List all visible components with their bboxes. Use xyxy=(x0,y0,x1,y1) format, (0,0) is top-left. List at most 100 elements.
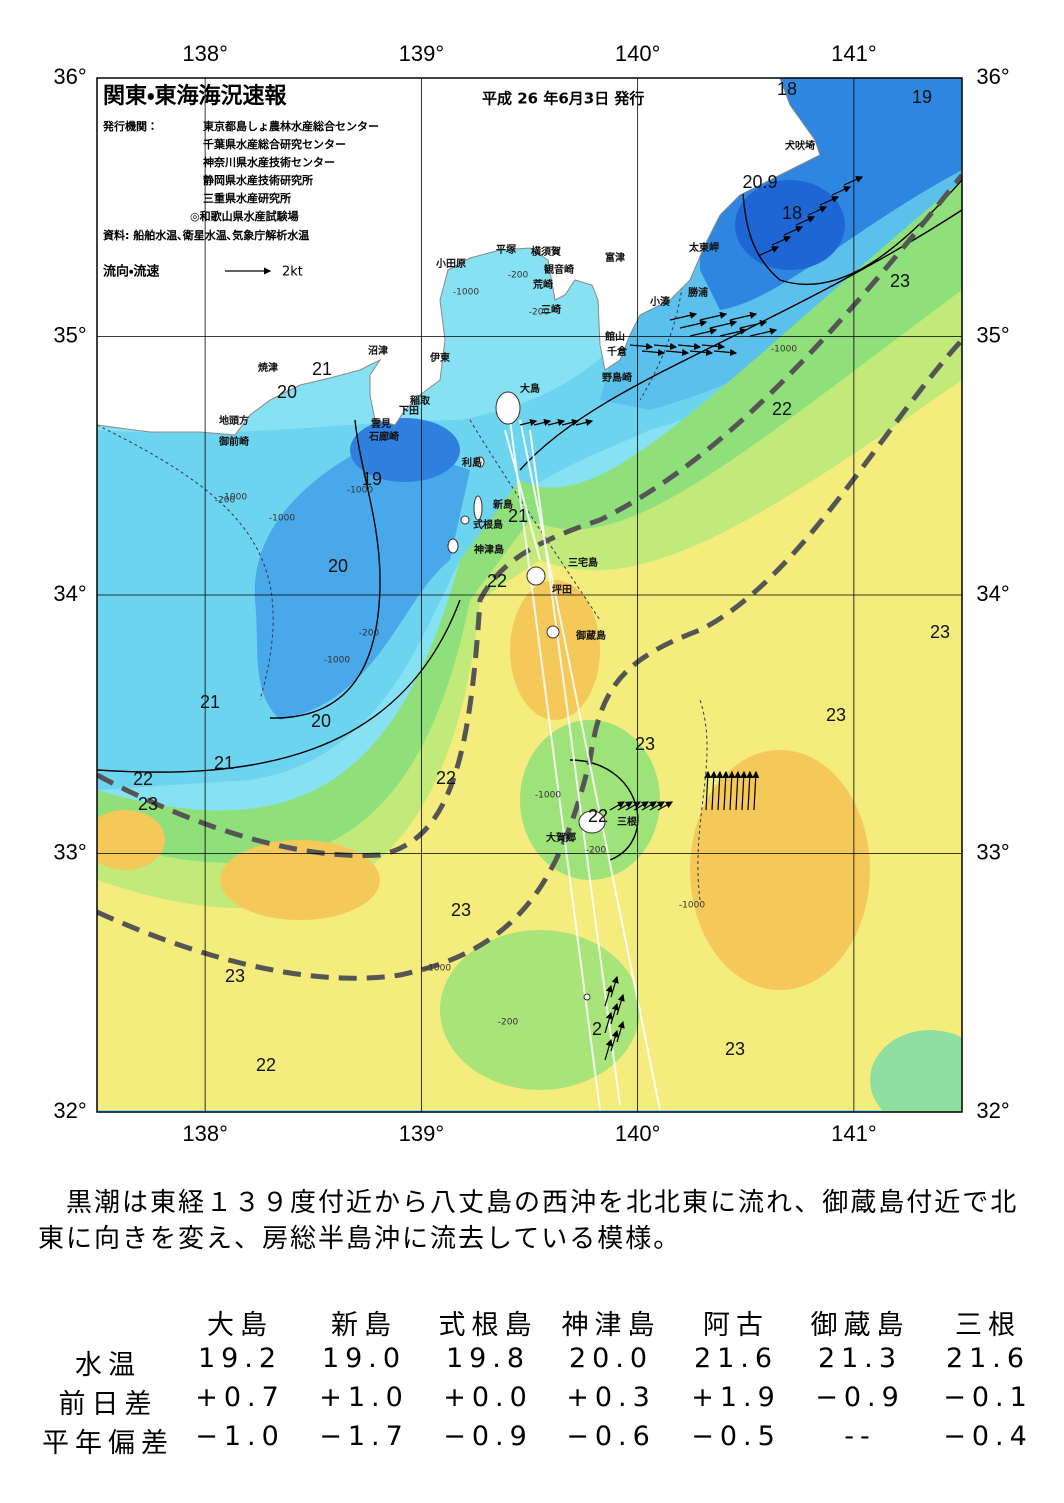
place-name: 荒崎 xyxy=(532,278,553,291)
place-name: 利島 xyxy=(462,456,482,469)
current-arrow xyxy=(604,984,613,1007)
table-cell: -- xyxy=(844,1421,876,1452)
lat-tick-label: 34° xyxy=(53,581,86,606)
lon-tick-label: 138° xyxy=(182,41,228,66)
data-source: 資料: 船舶水温､衛星水温､気象庁解析水温 xyxy=(103,228,309,242)
column-header: 御蔵島 xyxy=(810,1310,910,1341)
current-arrow xyxy=(561,418,580,426)
depth-label: -200 xyxy=(359,629,380,639)
current-arrow xyxy=(604,1011,613,1034)
table-cell: −0.6 xyxy=(566,1421,656,1452)
temperature-label: 23 xyxy=(725,1039,745,1059)
table-cell: −1.7 xyxy=(319,1421,409,1452)
table-cell: +0.3 xyxy=(566,1382,656,1413)
place-name: 稲取 xyxy=(410,394,431,407)
temperature-label: 22 xyxy=(256,1055,276,1075)
lon-tick-label: 141° xyxy=(831,1121,877,1146)
place-name: 坪田 xyxy=(552,583,572,596)
current-arrow xyxy=(616,1020,625,1043)
place-name: 沼津 xyxy=(368,344,388,357)
current-arrow xyxy=(641,801,658,811)
place-name: 三崎 xyxy=(541,303,561,316)
current-arrow xyxy=(752,770,760,811)
publisher: 千葉県水産総合研究センター xyxy=(203,137,346,151)
current-arrow xyxy=(653,342,678,351)
depth-label: -200 xyxy=(586,846,607,856)
column-header: 式根島 xyxy=(438,1310,538,1341)
temperature-label: 19 xyxy=(912,87,932,107)
table-cell: 21.6 xyxy=(945,1343,1031,1374)
table-cell: −0.9 xyxy=(443,1421,533,1452)
table-cell: +0.0 xyxy=(443,1382,533,1413)
place-name: 焼津 xyxy=(258,361,278,374)
temperature-label: 23 xyxy=(138,794,158,814)
place-name: 式根島 xyxy=(473,518,503,531)
place-name: 千倉 xyxy=(607,345,628,358)
summary: 黒潮は東経１３９度付近から八丈島の西沖を北北東に流れ、御蔵島付近で北東に向きを変… xyxy=(38,1188,1019,1254)
current-arrow xyxy=(617,801,634,811)
temperature-label: 19 xyxy=(362,469,382,489)
current-arrow xyxy=(604,1038,613,1061)
current-arrow xyxy=(699,311,728,321)
depth-label: -1000 xyxy=(679,901,705,911)
place-name: 館山 xyxy=(604,330,625,343)
place-name: 雲見 xyxy=(371,418,391,430)
column-header: 大島 xyxy=(207,1310,273,1341)
place-name: 平塚 xyxy=(496,243,517,256)
place-name: 三根 xyxy=(617,815,638,828)
table-cell: +1.9 xyxy=(691,1382,781,1413)
current-arrow xyxy=(722,770,730,811)
place-name: 小田原 xyxy=(435,257,466,270)
place-name: 石廊崎 xyxy=(368,430,399,443)
current-arrow xyxy=(759,246,780,256)
table-cell: 19.2 xyxy=(197,1343,283,1374)
current-arrow xyxy=(575,418,594,426)
table-cell: −1.0 xyxy=(195,1421,285,1452)
current-arrow xyxy=(719,327,748,337)
current-arrow xyxy=(669,311,698,321)
current-arrow xyxy=(649,801,666,811)
issue-date: 平成 26 年6月3日 発行 xyxy=(482,90,644,108)
current-arrow xyxy=(609,801,626,811)
column-header: 新島 xyxy=(331,1310,397,1341)
current-arrow xyxy=(734,770,742,811)
row-label: 水温 xyxy=(75,1350,141,1381)
depth-label: -200 xyxy=(215,496,236,506)
place-name: 野島崎 xyxy=(602,371,632,384)
temperature-label: 23 xyxy=(826,705,846,725)
current-arrow xyxy=(616,993,625,1016)
depth-label: -1000 xyxy=(221,493,247,503)
place-name: 三宅島 xyxy=(568,556,598,569)
observation-table: 大島 新島 式根島 神津島 阿古 御蔵島 三根 水温 19.2 19.0 19.8 20.0 21.6 2… xyxy=(0,1295,1064,1495)
current-arrow xyxy=(739,319,768,329)
table-cell: −0.1 xyxy=(943,1382,1033,1413)
current-arrow xyxy=(677,342,702,351)
table-cell: −0.4 xyxy=(943,1421,1033,1452)
lat-tick-label: 33° xyxy=(53,839,86,864)
current-arrow xyxy=(533,418,552,426)
column-header: 阿古 xyxy=(703,1310,769,1341)
row-label: 前日差 xyxy=(58,1389,158,1420)
lat-tick-label: 35° xyxy=(976,322,1009,347)
place-name: 大島 xyxy=(520,382,540,395)
temperature-label: 23 xyxy=(451,900,471,920)
depth-label: -1000 xyxy=(425,964,451,974)
table-cell: 20.0 xyxy=(568,1343,654,1374)
current-arrow xyxy=(710,770,718,811)
current-arrow xyxy=(679,319,708,329)
current-arrow xyxy=(629,342,654,351)
lat-tick-label: 36° xyxy=(976,64,1009,89)
column-header: 神津島 xyxy=(561,1310,661,1341)
temperature-label: 23 xyxy=(225,966,245,986)
current-arrow xyxy=(689,327,718,337)
current-arrow xyxy=(716,770,724,811)
current-arrow xyxy=(704,770,712,811)
place-name: 御蔵島 xyxy=(575,629,606,642)
legend-scale: 2kt xyxy=(282,265,303,280)
temperature-label: 22 xyxy=(436,768,456,788)
current-vectors xyxy=(519,176,864,1061)
temperature-label: 20 xyxy=(277,382,297,402)
temperature-label: 23 xyxy=(635,734,655,754)
sea-surface xyxy=(97,78,962,1112)
